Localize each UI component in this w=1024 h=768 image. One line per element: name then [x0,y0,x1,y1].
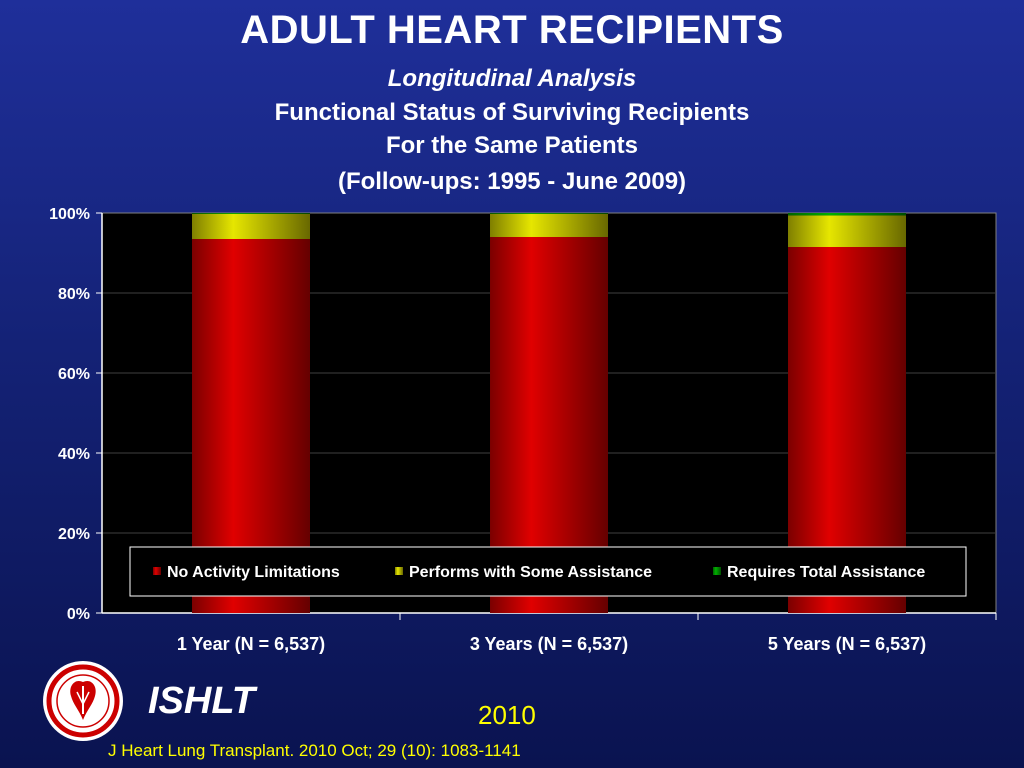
legend-swatch [153,567,161,575]
ishlt-label: ISHLT [148,680,255,722]
x-category-label: 3 Years (N = 6,537) [470,634,628,654]
bar-segment [192,213,310,239]
y-tick-label: 20% [58,526,90,543]
page-title: ADULT HEART RECIPIENTS [240,8,784,52]
y-tick-label: 100% [49,206,90,223]
bar-segment [192,213,310,214]
bar-segment [788,215,906,247]
legend-label: Performs with Some Assistance [409,564,652,581]
x-category-label: 5 Years (N = 6,537) [768,634,926,654]
legend-swatch [395,567,403,575]
y-tick-label: 60% [58,366,90,383]
subtitle-line-4: (Follow-ups: 1995 - June 2009) [337,168,687,195]
legend-label: Requires Total Assistance [727,564,925,581]
citation: J Heart Lung Transplant. 2010 Oct; 29 (1… [108,741,521,760]
legend-swatch [713,567,721,575]
bar-segment [788,213,906,216]
x-category-label: 1 Year (N = 6,537) [177,634,325,654]
bar-segment [490,213,608,214]
y-tick-label: 0% [67,606,90,623]
publication-year: 2010 [478,700,536,730]
y-tick-label: 40% [58,446,90,463]
legend-label: No Activity Limitations [167,564,340,581]
y-tick-label: 80% [58,286,90,303]
ishlt-seal-icon [43,661,123,741]
legend-box [129,546,967,597]
bar-segment [490,213,608,237]
subtitle-line-1: Longitudinal Analysis [387,65,637,92]
subtitle-line-3: For the Same Patients [385,132,639,159]
subtitle-line-2: Functional Status of Surviving Recipient… [274,99,750,126]
